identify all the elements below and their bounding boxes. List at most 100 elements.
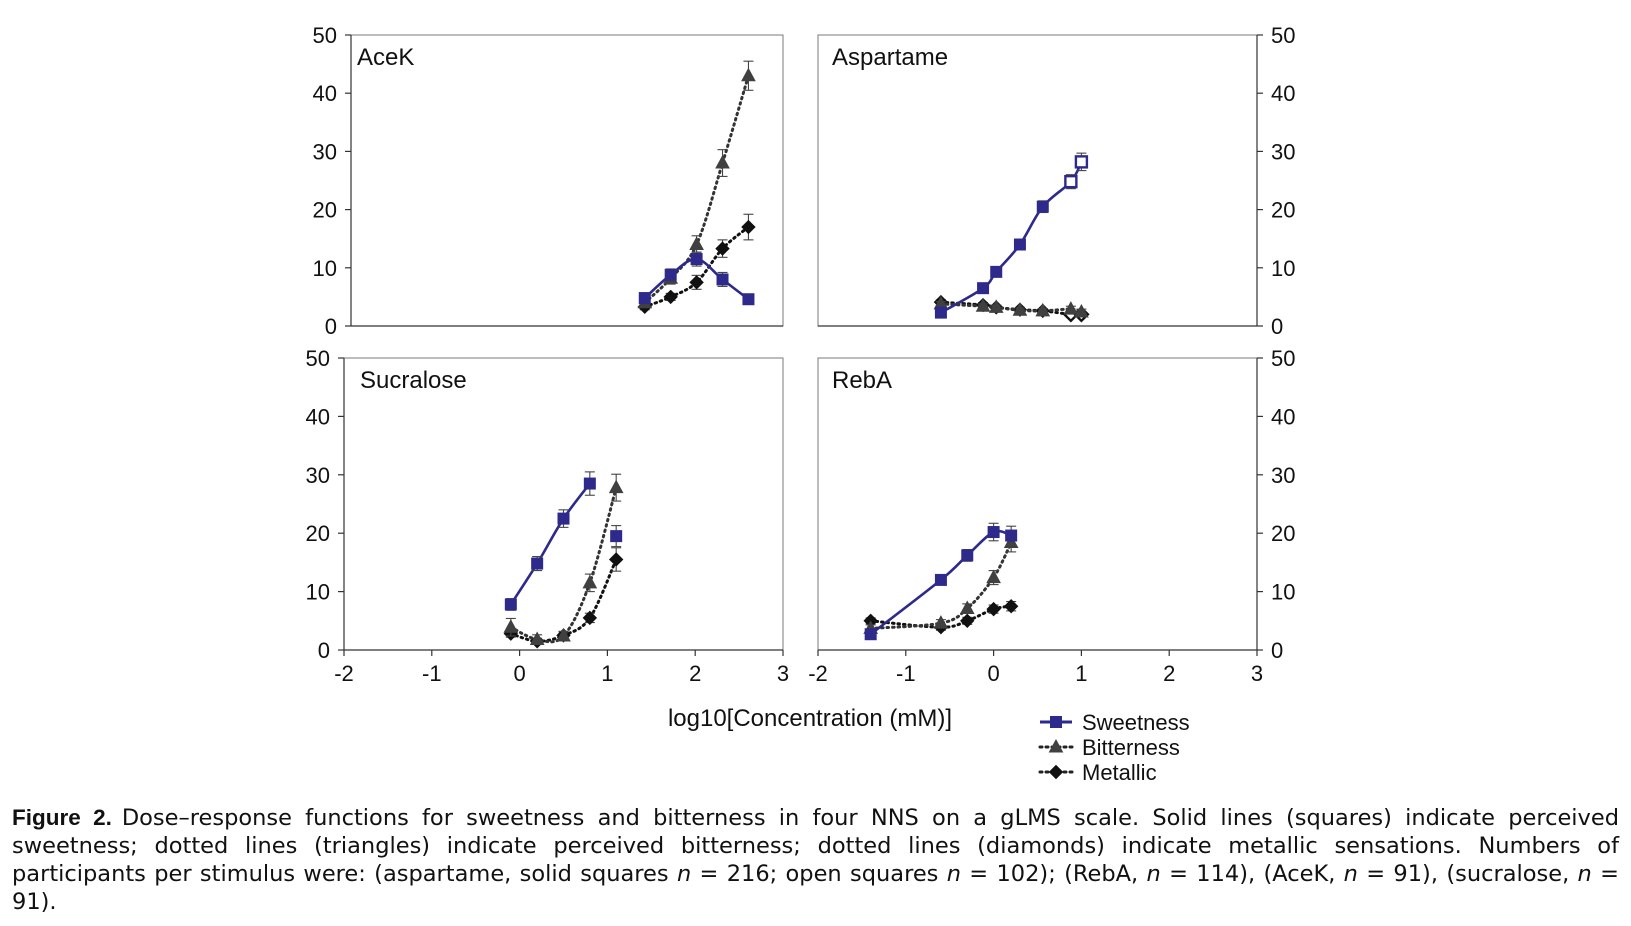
x-tick-label: -1 [422, 661, 442, 686]
data-point-metallic [608, 552, 624, 567]
data-point-sweetness [557, 512, 570, 525]
y-tick-label: 0 [318, 638, 330, 663]
series-bitterness [637, 60, 756, 309]
data-point-sweetness [1036, 200, 1049, 213]
x-tick-label: -1 [896, 661, 916, 686]
data-point-sweetness [1005, 529, 1018, 542]
data-point-metallic [715, 241, 730, 256]
y-tick-label: 20 [1271, 198, 1295, 223]
x-tick-label: 3 [777, 661, 789, 686]
data-point-sweetness [1064, 174, 1078, 189]
x-tick-label: 3 [1251, 661, 1263, 686]
x-tick-label: 2 [689, 661, 701, 686]
data-point-bitterness [556, 627, 571, 642]
y-tick-label: 40 [1271, 81, 1295, 106]
x-tick-label: 1 [1075, 661, 1087, 686]
caption-text-2: = 216; open squares [691, 861, 947, 887]
data-point-sweetness [934, 306, 947, 319]
series-bitterness [503, 473, 624, 645]
data-point-bitterness [975, 298, 991, 312]
data-point-bitterness [608, 479, 624, 494]
data-point-bitterness [689, 236, 704, 251]
data-point-metallic [1003, 598, 1019, 614]
y-tick-label: 10 [1271, 580, 1295, 605]
panel-title-sucralose: Sucralose [360, 367, 467, 394]
panel-aspartame: 0 10 20 30 40 50 Aspartame [817, 23, 1295, 339]
caption-label: Figure 2. [12, 805, 112, 830]
y-tick-label: 50 [306, 346, 330, 371]
x-tick-label: 0 [513, 661, 525, 686]
plot-frame-aspartame [817, 34, 1258, 327]
data-point-bitterness [741, 67, 756, 82]
series-sweetness [934, 152, 1089, 319]
caption-n-4: n [1343, 861, 1358, 887]
y-tick-label: 30 [1271, 139, 1295, 164]
x-tick-label: -2 [334, 661, 354, 686]
caption-n-3: n [1146, 861, 1161, 887]
data-point-bitterness [1035, 302, 1051, 317]
y-tick-label: 50 [1271, 346, 1295, 371]
legend-item-bitterness: Bitterness [1038, 735, 1180, 760]
panel-title-aspartame: Aspartame [832, 44, 948, 71]
data-point-bitterness [933, 615, 949, 629]
legend-item-sweetness: Sweetness [1040, 710, 1190, 735]
x-tick-label: 2 [1163, 661, 1175, 686]
figure-caption: Figure 2. Dose–response functions for swe… [12, 804, 1619, 916]
data-point-bitterness [529, 631, 545, 645]
y-tick-label: 10 [313, 256, 337, 281]
caption-n-5: n [1577, 861, 1592, 887]
plot-frame-reba [817, 357, 1258, 651]
panel-title-reba: RebA [832, 367, 892, 394]
series-sweetness [638, 251, 755, 306]
y-tick-label: 0 [325, 314, 337, 339]
data-point-bitterness [715, 154, 730, 169]
data-point-sweetness [864, 628, 877, 641]
y-tick-label: 30 [306, 463, 330, 488]
x-tick-label: -2 [808, 661, 828, 686]
panel-acek: 0 10 20 30 40 50 AceK [313, 23, 784, 339]
data-point-sweetness [987, 526, 1000, 539]
data-point-sweetness [961, 549, 974, 562]
legend-marker-square [1050, 716, 1062, 728]
data-point-sweetness [690, 253, 703, 266]
y-tick-label: 20 [306, 521, 330, 546]
data-point-sweetness [716, 273, 729, 286]
legend-marker-triangle [1048, 738, 1064, 753]
y-tick-label: 10 [306, 580, 330, 605]
y-tick-label: 40 [313, 81, 337, 106]
y-tick-label: 0 [1271, 314, 1283, 339]
data-point-metallic [960, 613, 975, 629]
data-point-metallic [663, 289, 678, 305]
panel-reba: 0 10 20 30 40 50 -2 -1 0 1 2 3 RebA [808, 346, 1295, 686]
data-point-sweetness [610, 530, 623, 543]
data-point-bitterness [959, 600, 975, 615]
data-point-sweetness [934, 573, 947, 586]
plot-frame-sucralose [343, 357, 784, 651]
legend-label: Bitterness [1082, 735, 1180, 760]
data-point-bitterness [1012, 302, 1028, 316]
series-sweetness [864, 522, 1018, 641]
caption-text-3: = 102); (RebA, [960, 861, 1147, 887]
data-point-bitterness [503, 619, 519, 633]
data-point-sweetness [1013, 238, 1026, 251]
caption-n-2: n [946, 861, 961, 887]
legend-label: Metallic [1082, 760, 1157, 785]
data-point-sweetness [504, 598, 517, 611]
data-point-bitterness [988, 299, 1004, 313]
panel-sucralose: 0 10 20 30 40 50 -2 -1 0 1 2 3 Sucralose [306, 346, 790, 686]
y-tick-label: 40 [1271, 404, 1295, 429]
y-tick-label: 40 [306, 404, 330, 429]
series-line-bitterness [643, 74, 750, 305]
caption-text-1: Dose–response functions for sweetness an… [12, 805, 1619, 887]
x-axis-label: log10[Concentration (mM)] [668, 705, 952, 732]
legend-marker-diamond [1048, 764, 1064, 780]
data-point-sweetness [977, 282, 990, 295]
x-tick-label: 1 [601, 661, 613, 686]
data-point-metallic [689, 275, 704, 290]
panels-group: 01020304050AceK01020304050Aspartame01020… [306, 23, 1296, 686]
caption-text-4: = 114), (AceK, [1160, 861, 1344, 887]
legend-label: Sweetness [1082, 710, 1190, 735]
y-tick-label: 20 [313, 198, 337, 223]
data-point-metallic [582, 610, 598, 626]
